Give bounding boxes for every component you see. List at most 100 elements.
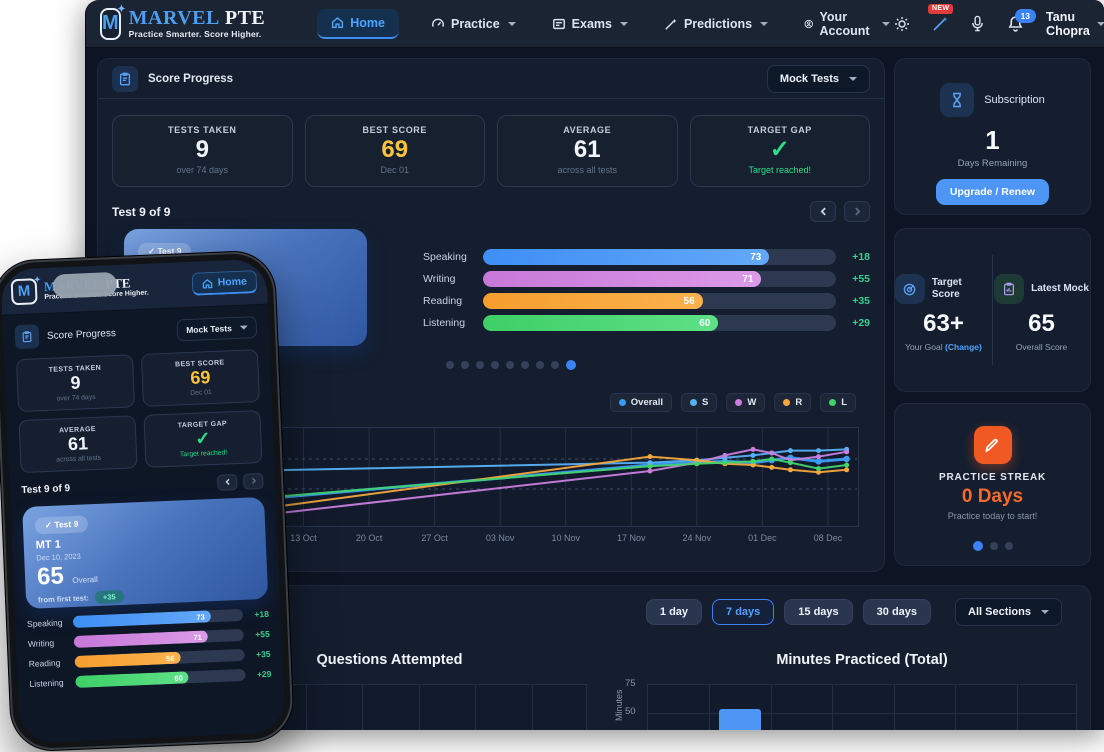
bar-fill[interactable]: 56 bbox=[74, 651, 181, 669]
section-label: Reading bbox=[423, 295, 463, 307]
section-bar-row: Writing 71 +55 bbox=[423, 271, 870, 287]
nav-item-home[interactable]: Home bbox=[317, 8, 399, 39]
next-test-button[interactable] bbox=[844, 201, 870, 222]
brand-logo-icon[interactable]: M ✦ bbox=[100, 4, 126, 40]
x-tick-label: 17 Nov bbox=[617, 533, 646, 543]
questions-attempted-title: Questions Attempted bbox=[316, 652, 463, 668]
gridline bbox=[955, 685, 957, 730]
streak-value: 0 Days bbox=[961, 486, 1024, 507]
ai-tools-button[interactable]: NEW bbox=[928, 3, 954, 32]
chevron-right-icon bbox=[854, 207, 860, 216]
legend-item-w[interactable]: W bbox=[726, 393, 766, 412]
bar-fill[interactable]: 73 bbox=[72, 610, 212, 629]
legend-item-s[interactable]: S bbox=[681, 393, 718, 412]
all-sections-dropdown[interactable]: All Sections bbox=[955, 598, 1062, 626]
magic-wand-icon bbox=[933, 16, 948, 31]
filter-button-7-days[interactable]: 7 days bbox=[712, 599, 775, 625]
pagination-dot[interactable] bbox=[1004, 542, 1013, 550]
pagination-dot[interactable] bbox=[446, 361, 454, 369]
subscription-days-value: 1 bbox=[985, 125, 1000, 155]
nav-label: Predictions bbox=[683, 16, 753, 31]
bar-fill[interactable]: 71 bbox=[483, 271, 762, 287]
nav-item-home[interactable]: Home bbox=[191, 270, 258, 296]
pagination-dot[interactable] bbox=[566, 360, 576, 370]
stat-sub: Target reached! bbox=[748, 165, 812, 176]
pagination-dot[interactable] bbox=[989, 542, 998, 550]
bar-fill[interactable]: 71 bbox=[73, 630, 209, 649]
legend-dot-icon bbox=[690, 399, 697, 406]
pagination-dot[interactable] bbox=[521, 361, 529, 369]
exams-icon bbox=[552, 18, 565, 29]
filter-button-30-days[interactable]: 30 days bbox=[862, 599, 932, 625]
bar-fill[interactable]: 60 bbox=[483, 315, 719, 331]
pagination-dot[interactable] bbox=[506, 361, 514, 369]
nav-item-predictions[interactable]: Predictions bbox=[660, 9, 772, 39]
section-bar-row: Listening 60 +29 bbox=[29, 667, 271, 690]
test-badge: ✓ Test 9 bbox=[34, 514, 89, 535]
test-score: 65 bbox=[36, 561, 65, 591]
pagination-dot[interactable] bbox=[972, 541, 983, 551]
chart-legend: Overall S W R L bbox=[609, 393, 856, 412]
bar-track: 60 bbox=[75, 668, 246, 689]
target-score-title: Target Score bbox=[931, 276, 962, 301]
nav-item-practice[interactable]: Practice bbox=[427, 9, 520, 39]
change-goal-link[interactable]: (Change) bbox=[945, 342, 982, 352]
pagination-dot[interactable] bbox=[551, 361, 559, 369]
notification-count-badge: 13 bbox=[1014, 9, 1037, 23]
prev-test-button[interactable] bbox=[810, 201, 836, 222]
pencil-icon bbox=[984, 438, 998, 453]
bar-delta: +29 bbox=[256, 668, 272, 680]
stat-best-score: BEST SCORE 69 Dec 01 bbox=[140, 349, 260, 407]
legend-label: S bbox=[702, 397, 709, 408]
gridline bbox=[305, 685, 307, 730]
stat-label: TESTS TAKEN bbox=[168, 125, 237, 135]
nav-item-exams[interactable]: Exams bbox=[548, 9, 632, 39]
legend-item-r[interactable]: R bbox=[774, 393, 812, 412]
nav-item-your-account[interactable]: Your Account bbox=[800, 2, 894, 46]
filter-button-1-day[interactable]: 1 day bbox=[645, 599, 703, 625]
legend-item-overall[interactable]: Overall bbox=[609, 393, 672, 412]
microphone-button[interactable] bbox=[970, 15, 985, 32]
bar-minutes-day2[interactable] bbox=[719, 709, 761, 730]
sidebar-pagination-dots bbox=[972, 541, 1013, 551]
streak-sub: Practice today to start! bbox=[947, 511, 1038, 521]
bar-fill[interactable]: 73 bbox=[483, 249, 770, 265]
stat-label: TARGET GAP bbox=[747, 125, 812, 135]
current-test-card[interactable]: ✓ Test 9 MT 1 Dec 10, 2023 65 Overall fr… bbox=[22, 496, 269, 609]
legend-item-l[interactable]: L bbox=[820, 393, 856, 412]
brand-logo-icon[interactable]: M ✦ bbox=[10, 274, 41, 305]
score-progress-icon-box bbox=[112, 65, 138, 92]
next-test-button[interactable] bbox=[242, 472, 264, 490]
home-icon bbox=[332, 17, 344, 29]
bar-fill[interactable]: 60 bbox=[75, 671, 190, 689]
stat-sub: across all tests bbox=[557, 165, 618, 176]
pagination-dot[interactable] bbox=[491, 361, 499, 369]
pagination-dot[interactable] bbox=[476, 361, 484, 369]
pagination-dot[interactable] bbox=[536, 361, 544, 369]
theme-toggle-button[interactable] bbox=[894, 16, 910, 32]
legend-label: Overall bbox=[630, 397, 663, 408]
upgrade-renew-button[interactable]: Upgrade / Renew bbox=[935, 179, 1050, 205]
hourglass-icon-box bbox=[940, 83, 975, 117]
user-icon bbox=[804, 19, 813, 28]
chevron-left-icon bbox=[224, 478, 230, 486]
latest-mock-block: Latest Mock 65 Overall Score bbox=[993, 268, 1090, 352]
bar-fill[interactable]: 56 bbox=[483, 293, 703, 309]
bar-delta: +18 bbox=[254, 608, 270, 620]
prev-test-button[interactable] bbox=[216, 473, 238, 491]
sparkle-icon: ✦ bbox=[33, 274, 41, 284]
bar-value: 71 bbox=[742, 273, 754, 285]
legend-dot-icon bbox=[618, 399, 626, 406]
user-menu[interactable]: Tanu Chopra bbox=[1046, 10, 1104, 38]
section-bars: Speaking 73 +18 Writing 71 +55 Reading 56 +35 Lis… bbox=[27, 607, 272, 690]
pagination-dot[interactable] bbox=[461, 361, 469, 369]
filter-button-15-days[interactable]: 15 days bbox=[784, 599, 853, 625]
notifications-button[interactable]: 13 bbox=[1007, 9, 1037, 32]
nav-label: Home bbox=[350, 15, 385, 30]
mock-tests-dropdown[interactable]: Mock Tests bbox=[176, 316, 258, 342]
bar-value: 56 bbox=[165, 653, 175, 663]
divider bbox=[992, 255, 993, 365]
mock-tests-dropdown[interactable]: Mock Tests bbox=[766, 64, 870, 93]
section-bar-row: Writing 71 +55 bbox=[28, 627, 270, 650]
